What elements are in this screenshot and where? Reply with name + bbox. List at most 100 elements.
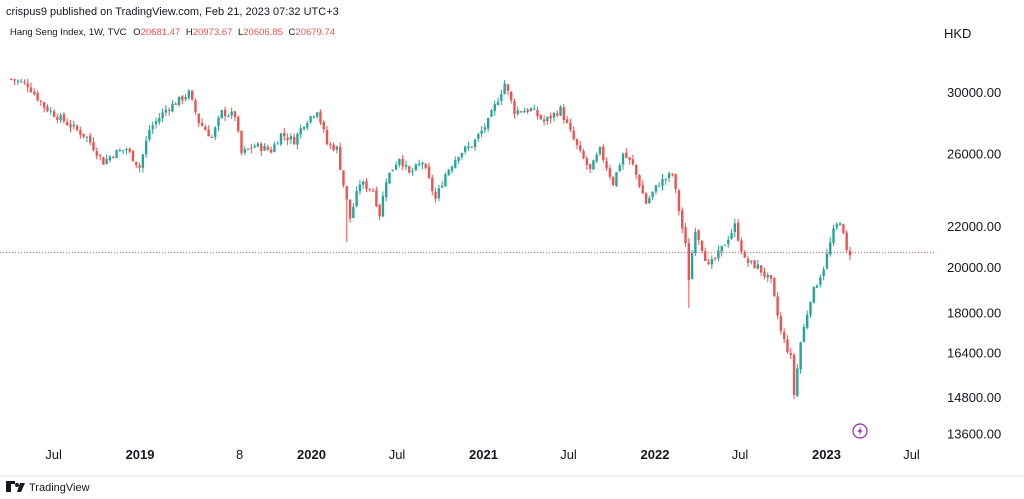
candle (266, 144, 270, 152)
candle-body (29, 87, 33, 93)
candle-body (62, 114, 66, 122)
candle (776, 291, 779, 320)
candle (806, 310, 809, 330)
candle (214, 126, 217, 141)
candle-body (273, 144, 276, 152)
candle-body (187, 90, 191, 98)
candle-body (39, 100, 43, 102)
candle (480, 125, 483, 138)
tradingview-logo-icon (6, 481, 25, 492)
candle (125, 147, 128, 155)
candle (434, 187, 437, 203)
candle-body (256, 143, 260, 147)
candle-body (516, 110, 519, 114)
candle-body (36, 92, 39, 101)
candle (217, 115, 220, 132)
candle (286, 133, 289, 146)
candle-body (582, 151, 585, 159)
candle-body (128, 148, 131, 152)
candle-body (440, 186, 444, 188)
y-tick-label: 18000.00 (947, 306, 1001, 321)
candle (329, 141, 332, 150)
candle (263, 143, 266, 151)
candle-body (677, 190, 681, 212)
lightning-icon[interactable] (852, 423, 868, 439)
candle-body (644, 193, 648, 204)
candle-body (444, 174, 447, 187)
candle-body (562, 107, 566, 121)
candle-body (131, 150, 135, 162)
candle-body (526, 109, 529, 112)
candle (730, 228, 733, 241)
candle-body (26, 83, 29, 88)
candle (671, 172, 674, 177)
candle-body (181, 96, 184, 101)
candle-body (292, 136, 296, 145)
candle-body (575, 139, 579, 146)
candle (204, 124, 207, 131)
candle-body (289, 136, 293, 140)
candle (773, 277, 776, 298)
candle-body (414, 164, 418, 171)
candle (483, 123, 487, 134)
candle-body (204, 126, 207, 131)
candle-body (746, 258, 750, 263)
x-tick-label: Jul (560, 447, 577, 462)
candle (542, 115, 546, 126)
candle-body (214, 127, 217, 138)
candle (733, 218, 737, 238)
candle-body (806, 314, 809, 328)
candle (253, 143, 256, 148)
candle-body (260, 143, 263, 151)
y-tick-label: 22000.00 (947, 219, 1001, 234)
candle-body (164, 109, 168, 113)
candle-body (842, 224, 845, 234)
candle (355, 186, 358, 208)
candle-body (108, 156, 112, 161)
candle-body (470, 146, 473, 148)
candle (463, 144, 467, 155)
candle-body (457, 157, 460, 161)
candle-body (69, 124, 72, 128)
candle (838, 222, 842, 226)
candle-body (480, 130, 483, 134)
candle (79, 126, 82, 139)
candle (648, 195, 651, 205)
candle-body (717, 250, 720, 259)
candle (697, 229, 700, 245)
candle (559, 105, 562, 117)
candle-body (174, 103, 177, 105)
candle (608, 164, 612, 180)
candle-body (404, 164, 408, 167)
candle-body (246, 148, 250, 150)
candle (388, 172, 391, 185)
candle (562, 103, 566, 124)
candle (835, 221, 839, 231)
candle (815, 284, 819, 288)
candle (588, 163, 592, 174)
candle (414, 163, 418, 171)
candle (756, 259, 760, 270)
candle-body (348, 199, 352, 219)
candle (769, 274, 773, 284)
candle-body (848, 250, 852, 256)
candle (825, 248, 829, 270)
candle-body (740, 240, 743, 252)
candle (496, 97, 500, 106)
candle (500, 89, 503, 106)
candle-body (658, 185, 661, 187)
candle-body (388, 172, 391, 184)
candle (52, 109, 56, 118)
time-axis[interactable]: Jul 2019 8 2020 Jul 2021 Jul 2022 Jul 2023 Jul (45, 447, 920, 462)
candle-body (700, 240, 704, 251)
candle (42, 101, 46, 113)
candle (62, 111, 66, 124)
candle (171, 100, 174, 113)
candle (848, 246, 852, 261)
candle (95, 147, 99, 160)
candle (450, 165, 454, 174)
price-axis[interactable]: 30000.00 26000.00 22000.00 20000.00 18000.00… (947, 85, 1001, 442)
candle (250, 143, 253, 154)
candle-body (753, 260, 756, 269)
